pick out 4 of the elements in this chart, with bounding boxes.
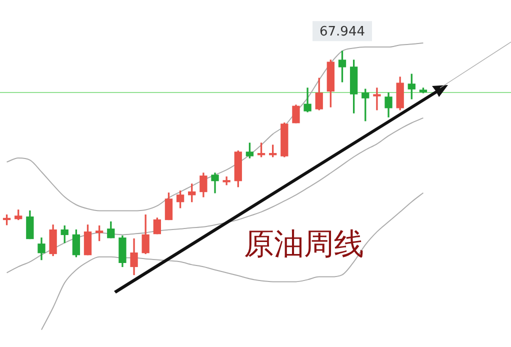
candlestick [222,176,230,186]
annotation: 原油周线 [244,226,364,264]
candlestick [373,88,381,110]
annotation: 67.944 [319,24,365,40]
